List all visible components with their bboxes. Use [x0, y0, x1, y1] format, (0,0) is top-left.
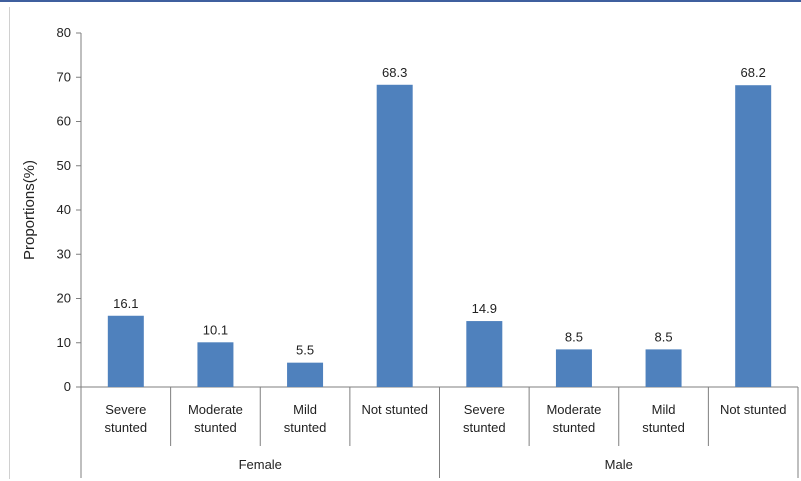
x-tick-label: Not stunted: [361, 402, 428, 417]
x-tick-label: stunted: [194, 420, 237, 435]
y-tick-label: 70: [57, 69, 71, 84]
x-tick-label: Moderate: [188, 402, 243, 417]
x-tick-label: Severe: [464, 402, 505, 417]
data-label: 5.5: [296, 343, 314, 358]
y-tick-label: 0: [64, 379, 71, 394]
x-tick-label: Moderate: [546, 402, 601, 417]
y-tick-label: 40: [57, 202, 71, 217]
x-tick-label: Mild: [293, 402, 317, 417]
y-tick-label: 60: [57, 114, 71, 129]
labels: 16.1 Severe stunted 10.1 Moderate stunted 5.5 M…: [104, 65, 786, 472]
x-tick-label: stunted: [104, 420, 147, 435]
y-tick-label: 10: [57, 335, 71, 350]
x-tick-label: stunted: [284, 420, 327, 435]
data-label: 8.5: [655, 329, 673, 344]
y-tick-label: 20: [57, 291, 71, 306]
data-label: 10.1: [203, 322, 228, 337]
data-label: 68.2: [741, 65, 766, 80]
x-tick-label: Mild: [652, 402, 676, 417]
bar: [107, 315, 144, 387]
x-tick-label: stunted: [463, 420, 506, 435]
x-tick-label: stunted: [553, 420, 596, 435]
chart-frame: [9, 7, 799, 479]
bar: [735, 85, 772, 387]
data-label: 14.9: [472, 301, 497, 316]
top-border-line: [0, 0, 801, 2]
bar: [466, 321, 503, 387]
group-label: Female: [239, 457, 282, 472]
data-label: 16.1: [113, 296, 138, 311]
bars: [107, 84, 772, 388]
bar: [287, 362, 324, 387]
x-tick-label: Severe: [105, 402, 146, 417]
bar: [197, 342, 234, 387]
group-label: Male: [605, 457, 633, 472]
x-tick-label: Not stunted: [720, 402, 787, 417]
y-tick-label: 80: [57, 25, 71, 40]
y-tick-label: 30: [57, 246, 71, 261]
x-tick-label: stunted: [642, 420, 685, 435]
bar: [645, 349, 682, 387]
y-tick-label: 50: [57, 158, 71, 173]
data-label: 8.5: [565, 329, 583, 344]
bar: [555, 349, 592, 387]
y-axis-label: Proportions(%): [21, 160, 38, 260]
bar: [376, 84, 413, 388]
data-label: 68.3: [382, 65, 407, 80]
